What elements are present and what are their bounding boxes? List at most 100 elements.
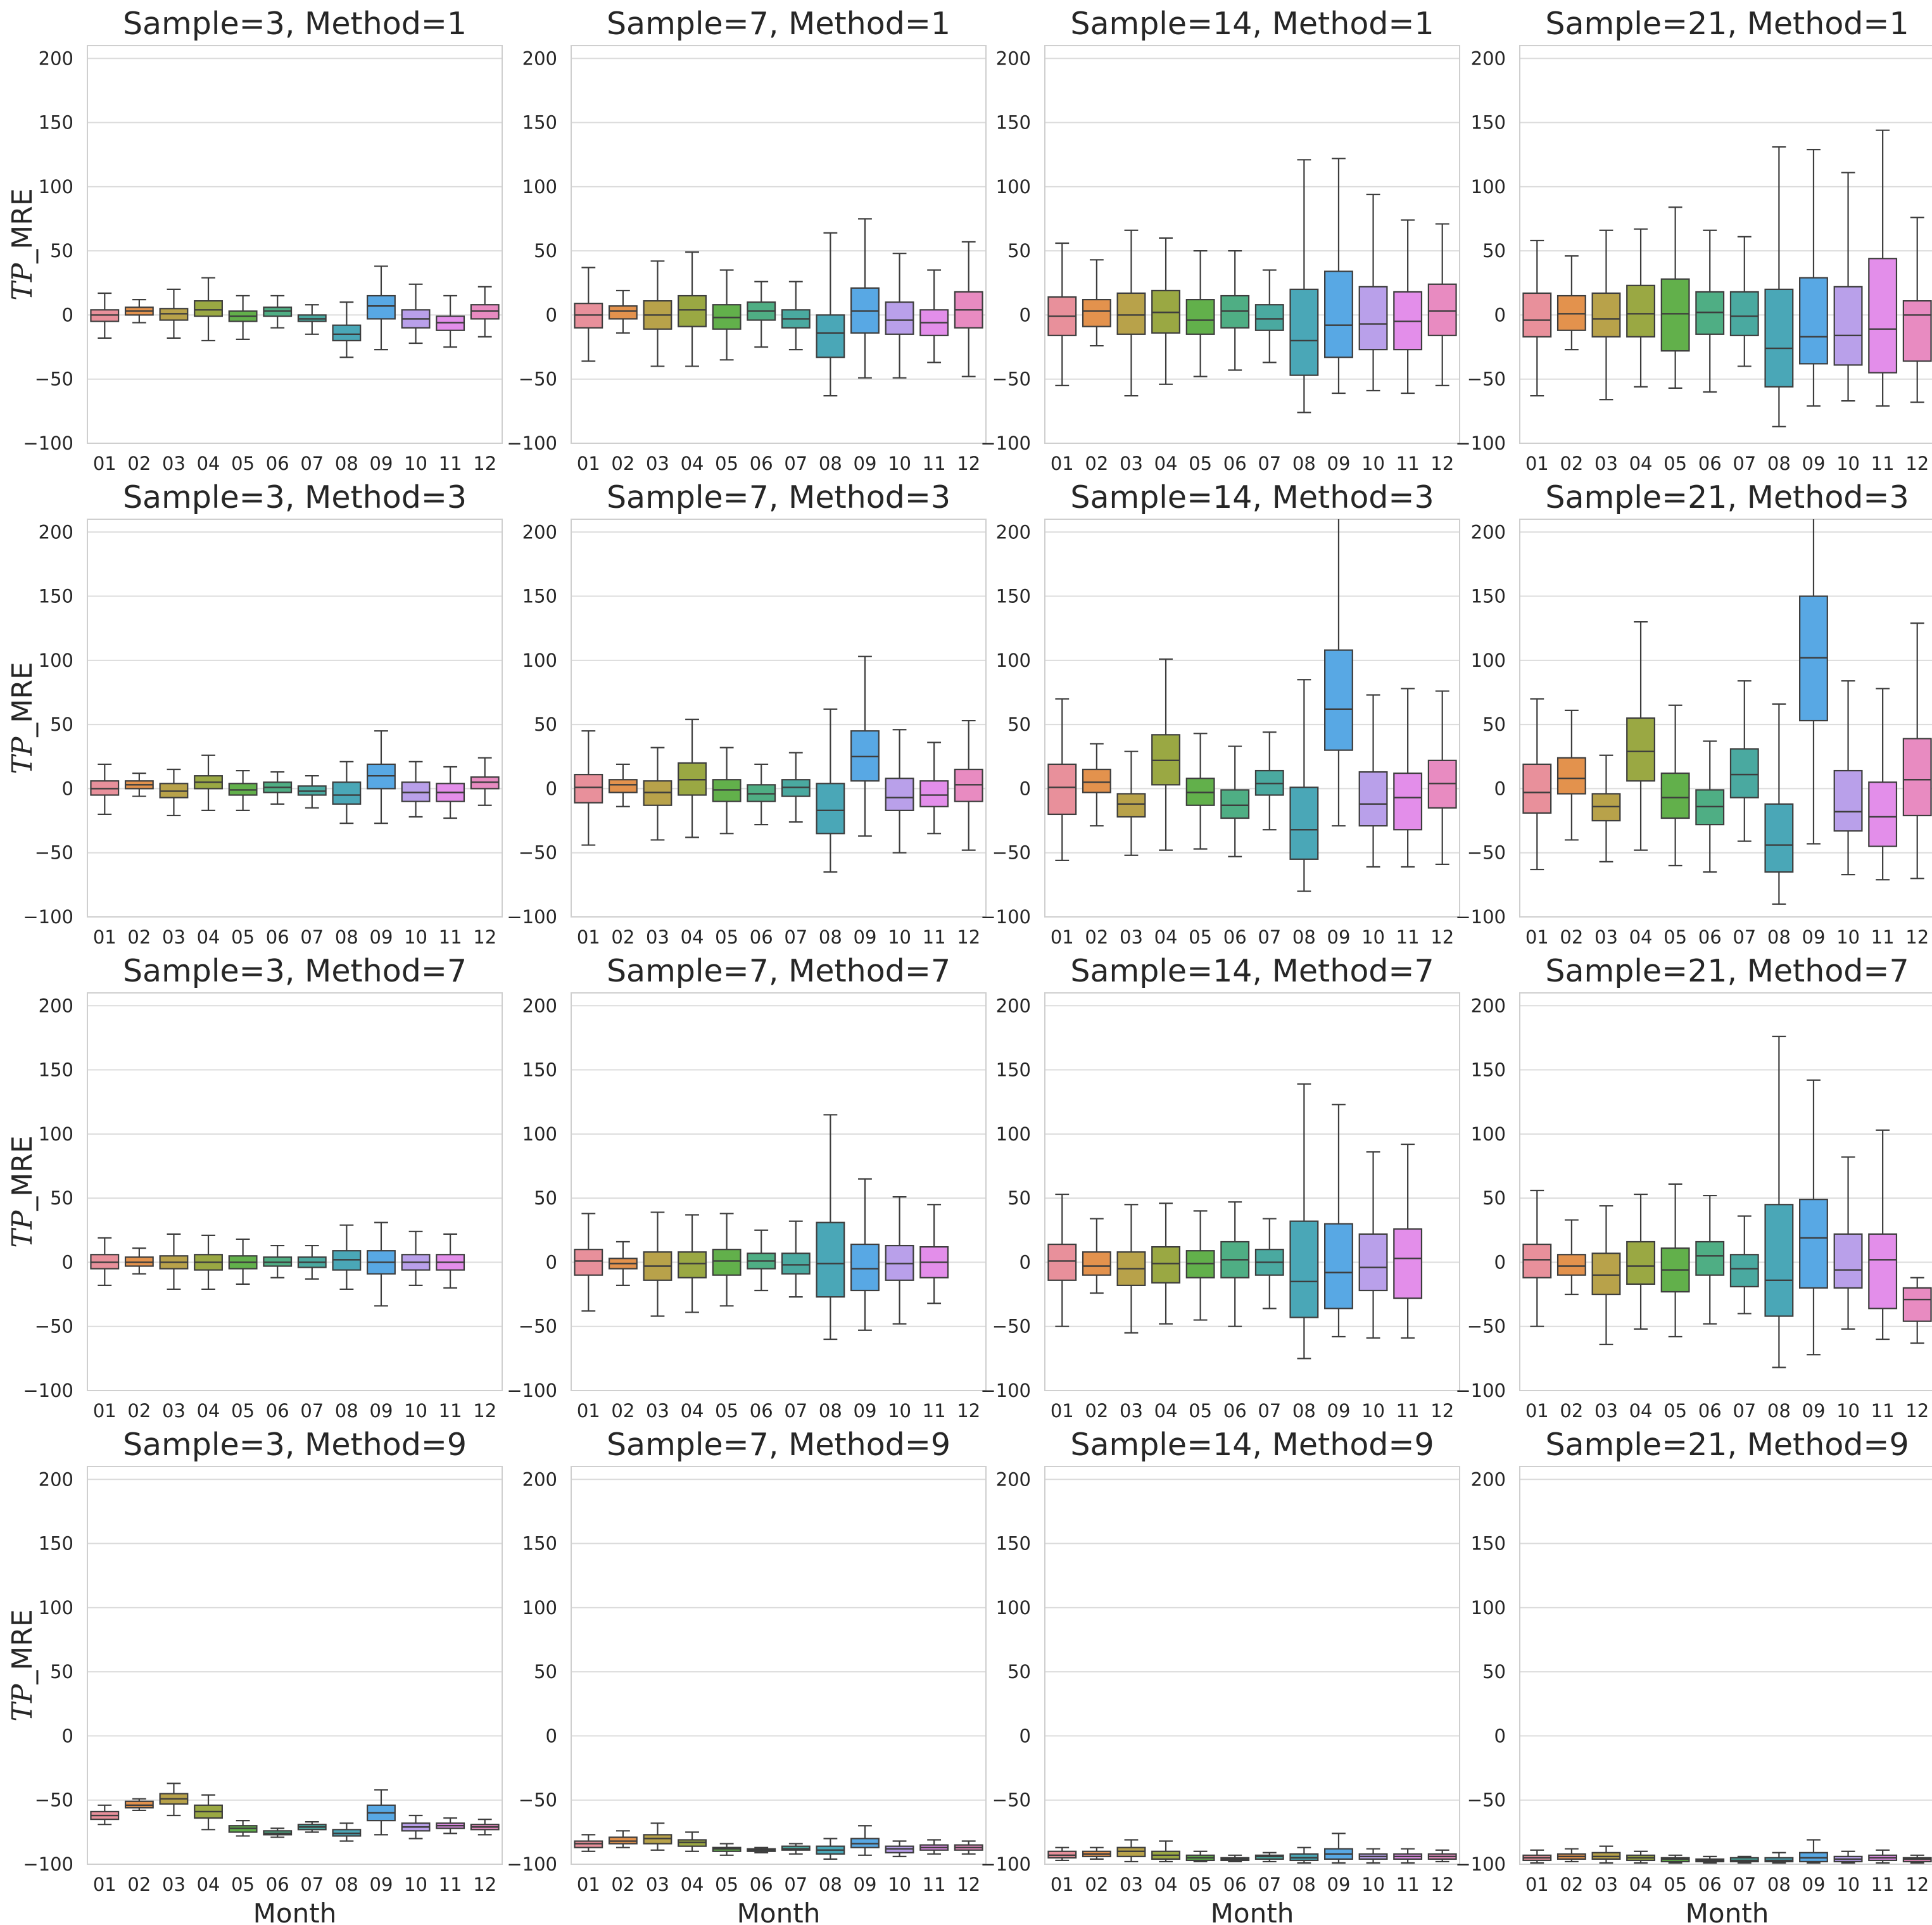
y-tick-label: 0 xyxy=(62,304,73,325)
box-11 xyxy=(919,780,949,807)
x-tick-label: 10 xyxy=(404,1874,427,1895)
x-tick-label: 09 xyxy=(854,926,877,948)
panel-title: Sample=14, Method=9 xyxy=(1070,1427,1434,1463)
y-tick-label: −50 xyxy=(992,842,1031,864)
x-tick-label: 09 xyxy=(1327,926,1351,948)
y-tick-label: 50 xyxy=(1482,240,1506,262)
x-tick-label: 05 xyxy=(231,1874,255,1895)
box-04 xyxy=(1626,284,1655,338)
x-tick-label: 01 xyxy=(93,1874,117,1895)
x-tick-label: 12 xyxy=(1905,1400,1929,1422)
x-tick-label: 04 xyxy=(681,1874,704,1895)
x-tick-label: 05 xyxy=(1189,1400,1212,1422)
y-tick-label: 50 xyxy=(50,714,73,735)
y-tick-label: 0 xyxy=(62,778,73,799)
x-tick-label: 04 xyxy=(197,1874,220,1895)
box-02 xyxy=(1556,757,1586,795)
x-tick-label: 01 xyxy=(93,1400,117,1422)
y-tick-label: −50 xyxy=(35,1789,73,1811)
box-01 xyxy=(574,1249,603,1276)
x-tick-label: 02 xyxy=(1085,1874,1108,1895)
x-tick-label: 01 xyxy=(1051,1400,1074,1422)
y-tick-label: 100 xyxy=(39,176,73,198)
x-tick-label: 11 xyxy=(1871,1874,1895,1895)
x-tick-label: 03 xyxy=(1594,453,1618,474)
box-05 xyxy=(1660,278,1690,352)
panel-title: Sample=14, Method=1 xyxy=(1070,6,1434,42)
y-tick-label: 150 xyxy=(1471,1533,1506,1555)
box-08 xyxy=(332,781,362,805)
x-tick-label: 02 xyxy=(1085,1400,1108,1422)
x-tick-label: 08 xyxy=(819,453,842,474)
x-tick-label: 10 xyxy=(888,1400,911,1422)
box-10 xyxy=(885,778,914,811)
y-tick-label: −50 xyxy=(519,1789,557,1811)
x-tick-label: 04 xyxy=(1629,453,1653,474)
x-tick-label: 11 xyxy=(1871,453,1895,474)
y-axis-label-italic: TP xyxy=(6,1683,39,1721)
y-tick-label: 100 xyxy=(996,176,1031,198)
box-01 xyxy=(1522,292,1552,338)
x-tick-label: 07 xyxy=(784,1400,807,1422)
x-tick-label: 09 xyxy=(1802,453,1826,474)
x-axis-label: Month xyxy=(737,1898,821,1925)
panel-title: Sample=14, Method=3 xyxy=(1070,479,1434,515)
x-tick-label: 06 xyxy=(1223,1400,1247,1422)
x-tick-label: 11 xyxy=(1396,1400,1420,1422)
y-axis-label-italic: TP xyxy=(6,262,39,300)
x-tick-label: 11 xyxy=(923,1874,946,1895)
x-tick-label: 06 xyxy=(1223,453,1247,474)
y-tick-label: −100 xyxy=(507,1853,557,1875)
y-tick-label: 0 xyxy=(62,1725,73,1746)
y-tick-label: 200 xyxy=(1471,47,1506,69)
y-tick-label: −50 xyxy=(992,369,1031,390)
x-tick-label: 03 xyxy=(1120,926,1143,948)
y-tick-label: 100 xyxy=(522,1597,557,1619)
x-tick-label: 04 xyxy=(197,926,220,948)
panel-frame xyxy=(571,1466,987,1865)
x-tick-label: 02 xyxy=(1560,453,1583,474)
y-tick-label: −100 xyxy=(23,1380,73,1401)
x-tick-label: 04 xyxy=(1154,453,1178,474)
x-tick-label: 07 xyxy=(784,453,807,474)
x-tick-label: 10 xyxy=(404,453,427,474)
y-tick-label: 0 xyxy=(62,1251,73,1273)
x-tick-label: 01 xyxy=(577,453,600,474)
x-tick-label: 03 xyxy=(1120,453,1143,474)
x-tick-label: 02 xyxy=(127,926,151,948)
panel-frame xyxy=(1044,992,1460,1391)
box-08 xyxy=(816,1221,845,1298)
x-tick-label: 05 xyxy=(1189,453,1212,474)
box-01 xyxy=(1522,763,1552,814)
x-tick-label: 06 xyxy=(266,926,289,948)
x-tick-label: 03 xyxy=(162,1874,186,1895)
x-tick-label: 04 xyxy=(197,453,220,474)
x-tick-label: 07 xyxy=(1258,1874,1281,1895)
x-tick-label: 02 xyxy=(611,926,635,948)
x-tick-label: 10 xyxy=(1836,453,1860,474)
x-tick-label: 12 xyxy=(473,453,496,474)
x-tick-label: 10 xyxy=(1361,1874,1385,1895)
panel-title: Sample=3, Method=3 xyxy=(123,479,467,515)
x-tick-label: 11 xyxy=(439,926,462,948)
box-12 xyxy=(1427,283,1457,336)
x-tick-label: 05 xyxy=(1189,1874,1212,1895)
x-tick-label: 06 xyxy=(750,453,773,474)
box-06 xyxy=(1220,789,1250,819)
y-tick-label: 100 xyxy=(522,176,557,198)
x-tick-label: 03 xyxy=(162,453,186,474)
x-tick-label: 12 xyxy=(1905,926,1929,948)
box-07 xyxy=(1729,748,1759,798)
x-tick-label: 01 xyxy=(1525,453,1549,474)
x-tick-label: 05 xyxy=(1664,1874,1687,1895)
y-tick-label: 150 xyxy=(522,1059,557,1081)
box-11 xyxy=(1393,1228,1423,1299)
box-11 xyxy=(1868,781,1898,847)
x-tick-label: 10 xyxy=(1361,453,1385,474)
box-09 xyxy=(1324,649,1353,751)
x-tick-label: 09 xyxy=(1327,1874,1351,1895)
